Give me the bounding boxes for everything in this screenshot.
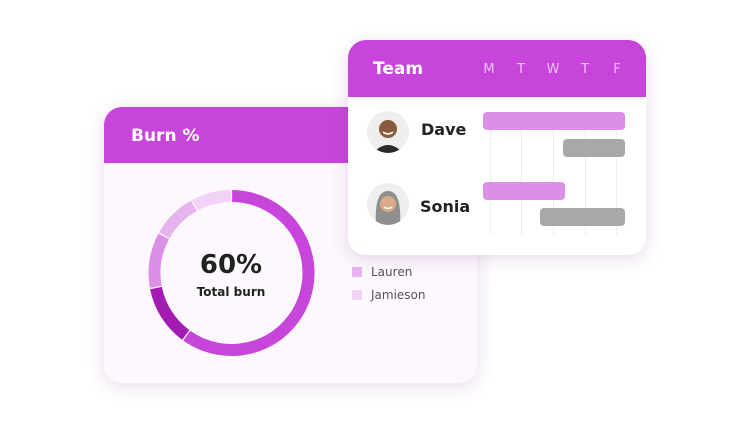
dave-task-bar[interactable] (483, 112, 625, 130)
legend-label: Lauren (371, 264, 413, 279)
day-monday: M (483, 62, 495, 77)
donut-segment-0 (183, 190, 315, 356)
grid-line (616, 120, 617, 235)
day-friday: F (613, 62, 621, 77)
team-card: Team M T W T F Dave Sonia (348, 40, 646, 255)
grid-line (490, 120, 491, 235)
donut-segment-3 (159, 200, 197, 239)
team-header: Team M T W T F (348, 40, 646, 97)
grid-line (521, 120, 522, 235)
legend-swatch (352, 289, 362, 300)
day-tuesday: T (517, 62, 525, 77)
burn-legend: Lauren Jamieson (352, 260, 426, 306)
dave-avatar (367, 111, 409, 153)
sonia-task-bar[interactable] (539, 208, 625, 226)
legend-item-lauren: Lauren (352, 260, 426, 283)
legend-swatch (352, 266, 362, 277)
total-burn-label: Total burn (196, 285, 266, 299)
legend-item-jamieson: Jamieson (352, 283, 426, 306)
burn-donut-chart (148, 190, 315, 356)
grid-line (585, 120, 586, 235)
member-name-dave: Dave (421, 120, 467, 139)
day-wednesday: W (546, 62, 560, 77)
donut-segment-4 (192, 190, 232, 211)
member-name-sonia: Sonia (420, 197, 471, 216)
sonia-avatar (367, 183, 409, 225)
donut-segment-1 (150, 286, 190, 340)
sonia-task-bar[interactable] (483, 182, 566, 200)
team-title: Team (373, 59, 424, 79)
grid-line (553, 120, 554, 235)
legend-label: Jamieson (371, 287, 426, 302)
total-burn-value: 60% (199, 250, 263, 280)
donut-segment-2 (148, 233, 170, 288)
day-thursday: T (581, 62, 589, 77)
dave-task-bar[interactable] (562, 139, 625, 157)
